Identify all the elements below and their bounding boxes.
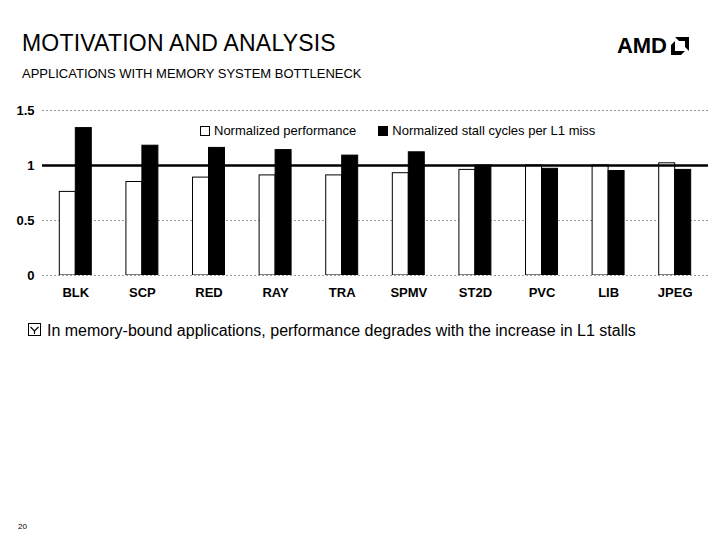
html-text:Normalized stall cycles per L1: Normalized stall cycles per L1 miss <box>392 123 596 138</box>
svg-text:LIB: LIB <box>598 285 619 300</box>
svg-text:PVC: PVC <box>529 285 556 300</box>
html-text:MOTIVATION AND ANALYSIS: MOTIVATION AND ANALYSIS <box>22 30 336 56</box>
svg-text:SCP: SCP <box>129 285 156 300</box>
svg-text:0.5: 0.5 <box>16 213 34 228</box>
html-text:APPLICATIONS WITH MEMORY SYSTE: APPLICATIONS WITH MEMORY SYSTEM BOTTLENE… <box>22 66 362 81</box>
html-text:Normalized performance: Normalized performance <box>214 123 357 138</box>
svg-text:1.5: 1.5 <box>16 103 34 118</box>
svg-text:1: 1 <box>27 158 34 173</box>
html-text:20: 20 <box>18 522 27 531</box>
html-text:AMD: AMD <box>616 33 667 58</box>
svg-text:JPEG: JPEG <box>658 285 693 300</box>
svg-text:ST2D: ST2D <box>459 285 492 300</box>
svg-text:SPMV: SPMV <box>390 285 427 300</box>
html-text:In memory-bound applications,: In memory-bound applications, performanc… <box>47 322 636 339</box>
svg-text:0: 0 <box>27 268 34 283</box>
svg-text:RED: RED <box>195 285 222 300</box>
svg-text:TRA: TRA <box>329 285 356 300</box>
svg-text:RAY: RAY <box>262 285 289 300</box>
svg-text:BLK: BLK <box>62 285 89 300</box>
